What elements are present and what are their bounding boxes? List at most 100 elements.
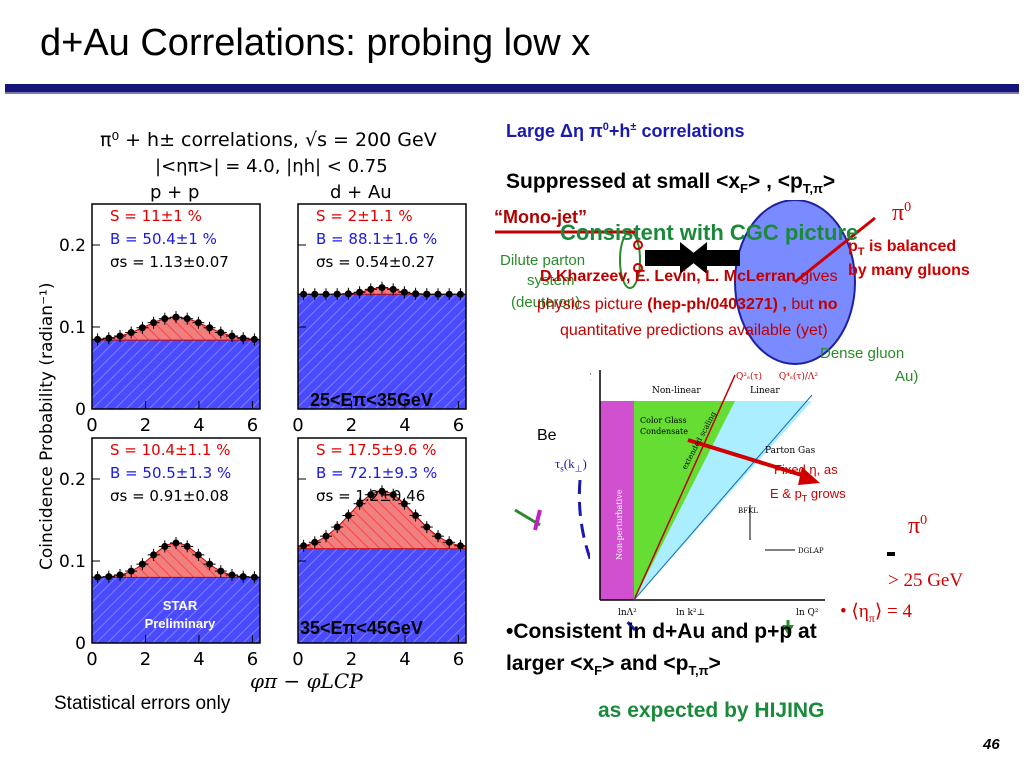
data-point (300, 290, 308, 298)
data-point (333, 523, 341, 531)
data-point (217, 567, 225, 575)
y-tick-label: 0 (75, 634, 86, 654)
mono-jet-label: “Mono-jet” (494, 207, 587, 227)
background-fill (298, 548, 466, 643)
panel-stat-s: S = 10.4±1.1 % (110, 441, 230, 459)
data-point (250, 573, 258, 581)
parton-dot (633, 240, 643, 250)
background-fill (92, 577, 260, 643)
data-point (378, 487, 386, 495)
data-point (239, 334, 247, 342)
data-point (105, 573, 113, 581)
x-tick-label: 0 (292, 415, 303, 436)
data-point (434, 532, 442, 540)
data-point (150, 551, 158, 559)
y-tick-label: 0.1 (59, 552, 86, 572)
x-tick-label: 6 (247, 415, 258, 436)
energy-bin-2-label: 35<Eπ<45GeV (300, 618, 423, 638)
data-point (127, 567, 135, 575)
x-tick-label: 0 (292, 649, 303, 670)
panel-stat-sigma: σs = 0.54±0.27 (316, 253, 435, 271)
non-linear-label: Non-linear (652, 386, 701, 396)
data-point (389, 285, 397, 293)
data-point (311, 538, 319, 546)
data-point (172, 539, 180, 547)
qs2-line (633, 374, 736, 601)
parton-gas-label: Parton Gas (765, 446, 816, 456)
dilute-parton-label: Dilute parton (500, 252, 586, 269)
x-tick-label: 6 (453, 649, 464, 670)
data-point (367, 285, 375, 293)
fixed-eta-label: Fixed η, as (774, 462, 838, 477)
data-point (150, 319, 158, 327)
data-point (105, 334, 113, 342)
gt25-label: > 25 GeV (888, 570, 964, 591)
data-point (400, 288, 408, 296)
data-point (161, 542, 169, 550)
x-tick-label: 2 (346, 649, 357, 670)
y-tick-label: 0.2 (59, 236, 86, 256)
panel-pp-high: 0 2 4 6 0 0.1 0.2 S = 10.4±1.1 % B = 50.5±1.3 % σ… (59, 437, 261, 670)
y-axis-label: Coincidence Probability (radian⁻¹) (37, 282, 57, 570)
data-point (378, 284, 386, 292)
quantitative-line: quantitative predictions available (yet) (560, 322, 828, 339)
energy-bin-1-label: 25<Eπ<35GeV (310, 390, 433, 410)
column-label-pp: p + p (150, 182, 199, 203)
deuteron-label: (deuteron) (511, 294, 581, 311)
green-region (634, 401, 735, 600)
qs4-line (633, 394, 813, 601)
x-tick-label: 4 (193, 649, 204, 670)
qs2-label: Q²ₛ(τ) (736, 371, 762, 382)
data-point (94, 335, 102, 343)
data-point (333, 290, 341, 298)
arrow-right (645, 242, 700, 274)
data-point (161, 315, 169, 323)
arrow-left (687, 242, 740, 274)
pi0-right-label: π0 (908, 513, 928, 539)
data-point (239, 573, 247, 581)
x-axis-label: φπ − φLCP (250, 669, 363, 693)
data-point (194, 319, 202, 327)
x-tick-label: 2 (140, 415, 151, 436)
data-point (311, 290, 319, 298)
data-point (228, 571, 236, 579)
data-point (356, 500, 364, 508)
y-tick-label: 0 (75, 400, 86, 420)
tau-s-label: τs(k⊥) (555, 456, 587, 474)
panels-group: 0 2 4 6 0 0.1 0.2 S = 11±1 % B = 50.4±1 % σs = 1.… (59, 203, 467, 670)
cgc-phase-diagram: τ Non-linear Linear Q²ₛ(τ) Q⁴ₛ(τ)/Λ² Col… (590, 365, 830, 620)
bullet-large-correlations: Large Δη π0+h± correlations (506, 121, 745, 141)
figure-header-line1: π⁰ + h± correlations, √s = 200 GeV (100, 129, 437, 151)
x-tick-label: 4 (193, 415, 204, 436)
ln-k-label: ln k²⊥ (676, 608, 705, 618)
ln-q-label: ln Q² (796, 608, 819, 618)
bullet-consistent-line2: larger <xF> and <pT,π> (506, 652, 721, 679)
system-label: system (527, 272, 575, 289)
correlation-figure: π⁰ + h± correlations, √s = 200 GeV |<ηπ>… (37, 129, 467, 693)
x-tick-label: 6 (453, 415, 464, 436)
data-point (206, 324, 214, 332)
panel-stat-b: B = 88.1±1.6 % (316, 230, 437, 248)
pi0-top-label: π0 (892, 200, 912, 226)
parton-dot (633, 263, 643, 273)
data-point (116, 571, 124, 579)
x-tick-label: 4 (399, 649, 410, 670)
slide-title: d+Au Correlations: probing low x (40, 22, 591, 64)
physics-picture-line: physics picture (hep-ph/0403271) , but n… (537, 296, 838, 313)
panel-stat-sigma: σs = 1.13±0.07 (110, 253, 229, 271)
panel-pp-low: 0 2 4 6 0 0.1 0.2 S = 11±1 % B = 50.4±1 % σs = 1.… (59, 203, 261, 436)
page-number: 46 (983, 736, 1000, 753)
data-point (389, 491, 397, 499)
y-tick-label: 0.1 (59, 318, 86, 338)
data-point (183, 542, 191, 550)
kharzeev-line: D.Kharzeev, E. Levin, L. McLerran gives (540, 268, 838, 285)
data-point (250, 335, 258, 343)
panel-stat-b: B = 50.5±1.3 % (110, 464, 231, 482)
au-label: Au) (895, 368, 919, 385)
data-point (344, 290, 352, 298)
x-tick-label: 6 (247, 649, 258, 670)
panel-frame (297, 437, 467, 644)
data-point (423, 290, 431, 298)
dense-gluon-label: Dense gluon (820, 345, 905, 362)
tau-axis-label: τ (590, 369, 592, 385)
